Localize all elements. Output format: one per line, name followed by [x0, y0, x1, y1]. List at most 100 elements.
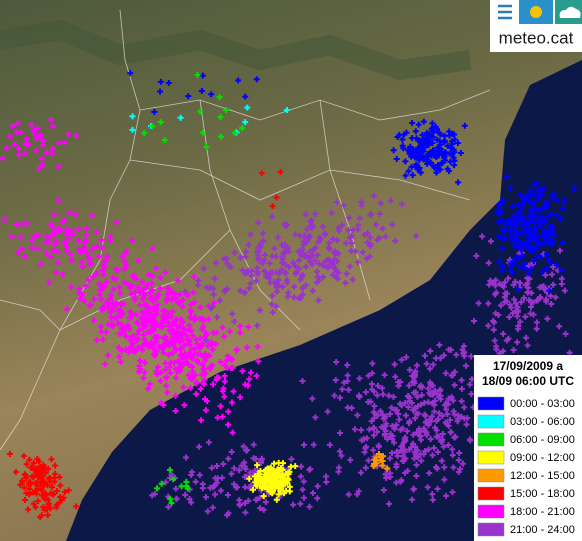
lightning-strike [254, 322, 261, 329]
lightning-strike [451, 382, 458, 389]
lightning-strike [427, 418, 434, 425]
lightning-strike [406, 398, 413, 405]
lightning-strike [510, 213, 517, 220]
lightning-strike [213, 329, 220, 336]
lightning-strike [152, 265, 159, 272]
lightning-strike [198, 326, 205, 333]
lightning-strike [200, 317, 207, 324]
lightning-strike [156, 285, 163, 292]
lightning-strike [237, 287, 244, 294]
lightning-strike [425, 385, 432, 392]
lightning-strike [28, 122, 35, 129]
lightning-strike [171, 474, 178, 481]
lightning-strike [404, 146, 411, 153]
lightning-strike [515, 202, 522, 209]
lightning-strike [312, 244, 319, 251]
lightning-strike [447, 158, 454, 165]
lightning-strike [451, 136, 458, 143]
lightning-strike [136, 357, 143, 364]
lightning-strike [501, 299, 508, 306]
lightning-strike [255, 255, 262, 262]
lightning-strike [437, 392, 444, 399]
lightning-strike [103, 278, 110, 285]
lightning-strike [397, 426, 404, 433]
lightning-strike [254, 471, 261, 478]
lightning-strike [351, 426, 358, 433]
lightning-strike [187, 384, 194, 391]
lightning-strike [370, 192, 377, 199]
lightning-strike [127, 337, 134, 344]
lightning-strike [164, 389, 171, 396]
lightning-strike [223, 107, 230, 114]
lightning-strike [129, 273, 136, 280]
lightning-strike [129, 126, 136, 133]
lightning-strike [297, 500, 304, 507]
lightning-strike [558, 267, 565, 274]
lightning-strike [121, 279, 128, 286]
lightning-strike [188, 499, 195, 506]
lightning-strike [409, 135, 416, 142]
lightning-strike [106, 300, 113, 307]
lightning-strike [387, 430, 394, 437]
lightning-strike [334, 258, 341, 265]
lightning-strike [446, 416, 453, 423]
lightning-strike [48, 221, 55, 228]
lightning-strike [76, 226, 83, 233]
lightning-strike [14, 120, 21, 127]
lightning-strike [393, 479, 400, 486]
lightning-strike [17, 481, 24, 488]
lightning-strike [526, 238, 533, 245]
lightning-strike [217, 487, 224, 494]
lightning-strike [127, 309, 134, 316]
lightning-strike [199, 481, 206, 488]
lightning-strike [126, 325, 133, 332]
lightning-strike [431, 408, 438, 415]
lightning-strike [382, 413, 389, 420]
lightning-strike [550, 191, 557, 198]
lightning-strike [282, 222, 289, 229]
lightning-strike [510, 281, 517, 288]
lightning-strike [172, 392, 179, 399]
lightning-strike [402, 455, 409, 462]
lightning-strike [73, 503, 80, 510]
lightning-strike [203, 398, 210, 405]
lightning-strike [528, 211, 535, 218]
lightning-strike [186, 338, 193, 345]
lightning-strike [133, 337, 140, 344]
lightning-strike [200, 265, 207, 272]
lightning-strike [505, 275, 512, 282]
lightning-strike [123, 333, 130, 340]
lightning-strike [429, 139, 436, 146]
lightning-strike [82, 232, 89, 239]
lightning-strike [369, 360, 376, 367]
lightning-strike [96, 291, 103, 298]
lightning-strike [301, 253, 308, 260]
lightning-strike [430, 445, 437, 452]
lightning-strike [493, 289, 500, 296]
lightning-strike [279, 283, 286, 290]
lightning-strike [264, 473, 271, 480]
lightning-strike [275, 494, 282, 501]
lightning-strike [160, 318, 167, 325]
lightning-strike [414, 403, 421, 410]
lightning-strike [497, 302, 504, 309]
lightning-strike [278, 266, 285, 273]
lightning-strike [501, 279, 508, 286]
lightning-strike [37, 261, 44, 268]
lightning-strike [302, 263, 309, 270]
lightning-strike [386, 500, 393, 507]
lightning-strike [187, 353, 194, 360]
lightning-strike [398, 447, 405, 454]
lightning-strike [512, 234, 519, 241]
lightning-strike [61, 488, 68, 495]
lightning-strike [404, 467, 411, 474]
lightning-strike [104, 304, 111, 311]
lightning-strike [80, 244, 87, 251]
lightning-strike [491, 337, 498, 344]
lightning-strike [542, 235, 549, 242]
lightning-strike [354, 412, 361, 419]
lightning-strike [116, 311, 123, 318]
lightning-strike [87, 260, 94, 267]
lightning-strike [517, 191, 524, 198]
lightning-strike [425, 422, 432, 429]
